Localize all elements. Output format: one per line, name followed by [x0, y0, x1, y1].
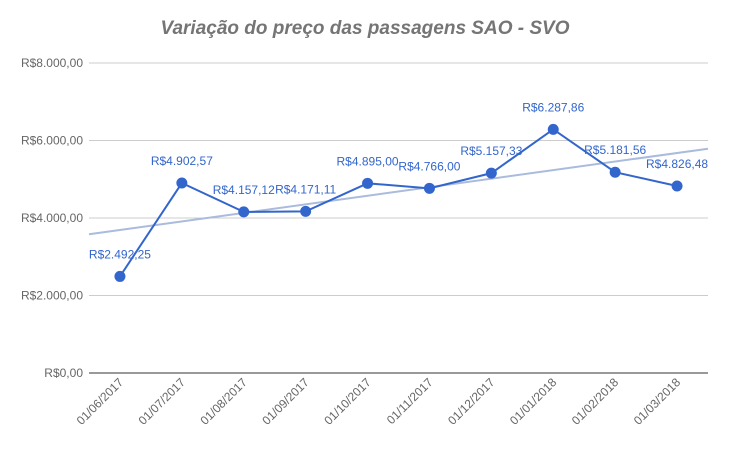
y-tick-label: R$6.000,00: [21, 134, 83, 148]
data-label: R$4.766,00: [398, 159, 460, 173]
y-tick-label: R$8.000,00: [21, 56, 83, 70]
data-label: R$4.157,12: [213, 183, 275, 197]
data-point: [671, 180, 683, 192]
x-tick-label: 01/01/2018: [507, 375, 560, 428]
data-label: R$4.171,11: [275, 182, 336, 196]
y-tick-label: R$0,00: [44, 366, 83, 380]
data-label: R$4.895,00: [337, 154, 399, 168]
data-point: [423, 182, 435, 194]
x-tick-label: 01/10/2017: [321, 375, 374, 428]
y-tick-label: R$2.000,00: [21, 289, 83, 303]
data-label: R$6.287,86: [522, 100, 584, 114]
data-point: [485, 167, 497, 179]
x-tick-label: 01/11/2017: [384, 375, 436, 427]
x-tick-label: 01/07/2017: [136, 375, 189, 428]
x-tick-label: 01/09/2017: [259, 375, 312, 428]
trendline: [88, 147, 709, 236]
data-point: [609, 166, 621, 178]
x-tick-label: 01/12/2017: [445, 375, 498, 428]
series-line: [119, 128, 678, 277]
x-tick-label: 01/02/2018: [569, 375, 622, 428]
data-point: [238, 206, 250, 218]
chart-title: Variação do preço das passagens SAO - SV…: [160, 18, 570, 39]
data-label: R$5.181,56: [584, 143, 646, 157]
x-tick-label: 01/03/2018: [631, 375, 684, 428]
data-label: R$4.902,57: [151, 154, 213, 168]
data-point: [547, 123, 559, 135]
data-label: R$2.492,25: [89, 247, 151, 261]
y-tick-label: R$4.000,00: [21, 211, 83, 225]
data-label: R$5.157,33: [460, 144, 522, 158]
x-tick-label: 01/08/2017: [198, 375, 251, 428]
x-tick-label: 01/06/2017: [74, 375, 127, 428]
data-point: [362, 177, 374, 189]
data-label: R$4.826,48: [646, 157, 708, 171]
data-point: [114, 270, 126, 282]
data-point: [176, 177, 188, 189]
data-point: [300, 205, 312, 217]
